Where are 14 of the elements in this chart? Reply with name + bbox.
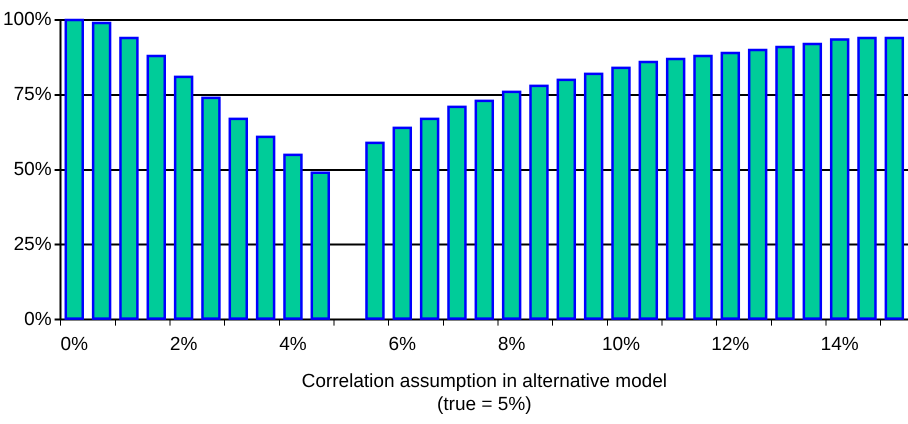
x-tick-label: 14%: [820, 334, 859, 356]
x-tick-label: 12%: [711, 334, 750, 356]
x-tick-label: 2%: [170, 334, 198, 356]
y-tick-label: 75%: [14, 84, 52, 106]
x-tick-label: 10%: [602, 334, 640, 356]
y-tick-label: 25%: [14, 234, 52, 255]
x-tick-label: 6%: [388, 334, 416, 356]
x-axis-title: Correlation assumption in alternative model (true = 5%): [302, 371, 668, 415]
x-tick-label: 8%: [498, 334, 526, 356]
y-tick-label: 50%: [14, 159, 52, 180]
x-tick-label: 0%: [60, 334, 88, 356]
y-tick-label: 100%: [2, 9, 52, 30]
x-tick-label: 4%: [279, 334, 307, 356]
y-tick-label: 0%: [24, 308, 52, 330]
